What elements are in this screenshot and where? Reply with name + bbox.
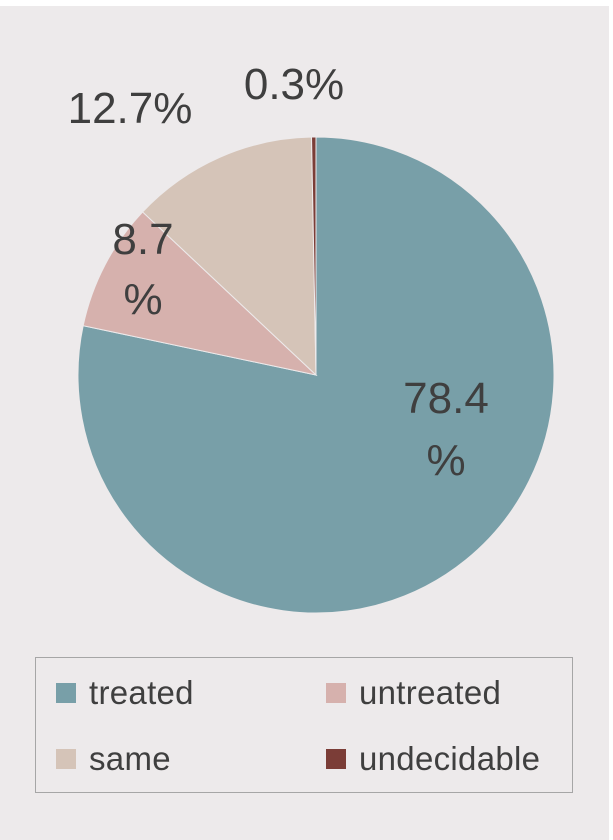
legend-item-same: same (56, 739, 171, 779)
data-label-treated: 78.4% (403, 374, 489, 485)
legend-label-undecidable: undecidable (359, 740, 541, 777)
legend-swatch-untreated (326, 683, 346, 703)
data-label-line: % (426, 436, 465, 485)
data-label-line: 12.7% (68, 84, 193, 133)
legend-swatch-treated (56, 683, 76, 703)
pie-data-labels: 78.4 %8.7 %12.7% 0.3% (68, 60, 489, 485)
pie-slice-undecidable (311, 136, 317, 376)
legend: treated untreated same undecidable (35, 657, 573, 793)
data-label-untreated: 8.7% (112, 215, 173, 324)
legend-swatch-same (56, 749, 76, 769)
pie-slice-treated (77, 136, 555, 614)
data-label-line: % (123, 275, 162, 324)
pie-slices (77, 136, 555, 614)
pie-chart: 78.4 %8.7 %12.7% 0.3% (68, 60, 555, 614)
pie-slice-untreated (82, 211, 318, 376)
legend-swatch-undecidable (326, 749, 346, 769)
data-label-same: 12.7% (68, 84, 193, 133)
chart-panel: 78.4% 8.7% 12.7% 0.3% treated untreated sam… (0, 6, 609, 840)
legend-label-same: same (89, 740, 171, 777)
legend-item-undecidable: undecidable (326, 739, 540, 779)
data-label-line: 0.3% (244, 60, 344, 109)
legend-label-treated: treated (89, 674, 194, 711)
legend-label-untreated: untreated (359, 674, 502, 711)
data-label-line: 8.7 (112, 215, 173, 264)
data-label-line: 78.4 (403, 374, 489, 423)
legend-item-untreated: untreated (326, 673, 501, 713)
pie-slice-same (141, 136, 317, 377)
data-label-undecidable: 0.3% (244, 60, 344, 109)
legend-item-treated: treated (56, 673, 194, 713)
